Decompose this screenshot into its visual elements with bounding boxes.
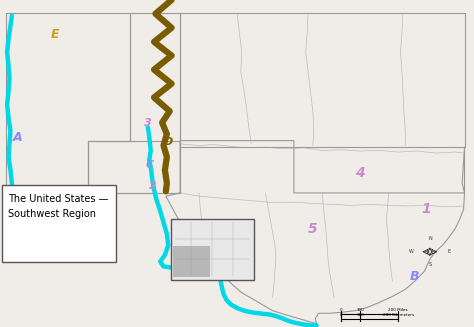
Text: 100: 100 [356,313,364,317]
Text: E: E [447,249,450,254]
Text: N: N [428,236,432,241]
Text: 200 Miles: 200 Miles [388,308,408,312]
Text: 2: 2 [149,181,156,191]
Text: The United States —
Southwest Region: The United States — Southwest Region [8,194,109,219]
Text: E: E [50,28,59,41]
Text: 200 Kilometers: 200 Kilometers [383,313,414,317]
Text: 5: 5 [308,222,318,236]
Text: 1: 1 [422,202,431,216]
Text: 0: 0 [340,308,343,312]
Text: S: S [428,262,431,267]
Text: 3: 3 [144,118,151,128]
FancyBboxPatch shape [173,246,210,277]
Text: 0: 0 [340,313,343,317]
Text: 100: 100 [356,308,364,312]
FancyBboxPatch shape [2,185,116,262]
Text: C: C [145,160,154,170]
FancyBboxPatch shape [171,219,254,280]
Text: A: A [13,131,23,144]
Text: W: W [409,249,414,254]
Text: 4: 4 [356,166,365,180]
Text: D: D [164,137,173,147]
Text: B: B [410,270,419,283]
